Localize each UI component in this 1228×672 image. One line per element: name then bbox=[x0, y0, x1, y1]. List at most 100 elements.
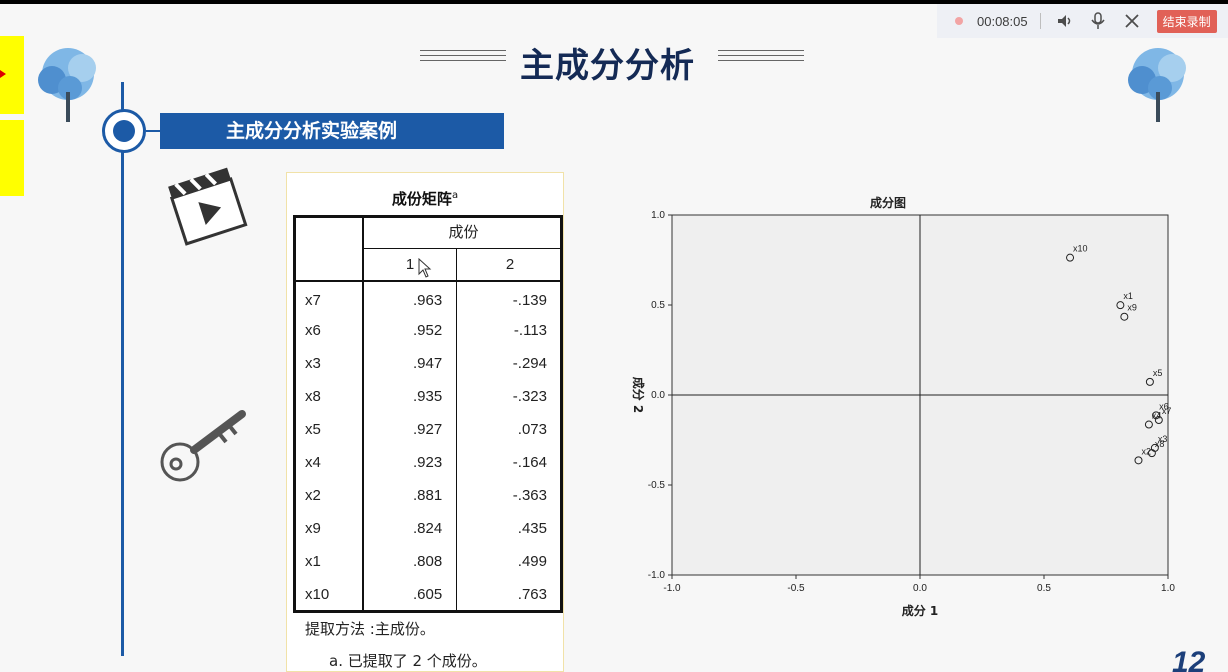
recording-toolbar: 00:08:05 结束录制 bbox=[937, 4, 1228, 38]
slide: 主成分分析 主成分分析实验案例 成份矩阵a 成份 bbox=[0, 4, 1228, 672]
row-label: x10 bbox=[293, 578, 364, 611]
loading-c2: .073 bbox=[517, 421, 547, 438]
y-tick-label: 0.5 bbox=[651, 300, 665, 311]
row-label: x5 bbox=[293, 413, 364, 446]
row-label: x6 bbox=[293, 314, 364, 347]
table-row: x4.923 -.164 bbox=[293, 446, 563, 479]
table-row: x6.952 -.113 bbox=[293, 314, 563, 347]
y-tick-label: -0.5 bbox=[648, 480, 666, 491]
point-label: x5 bbox=[1153, 368, 1163, 378]
recording-indicator-icon bbox=[955, 17, 963, 25]
data-point bbox=[1147, 449, 1156, 458]
point-label: x6 bbox=[1159, 401, 1169, 411]
table-row: x8.935 -.323 bbox=[293, 380, 563, 413]
recording-timer: 00:08:05 bbox=[977, 13, 1028, 29]
y-tick-label: -1.0 bbox=[648, 570, 666, 581]
table-row: x9.824 .435 bbox=[293, 512, 563, 545]
loading-c1: .947 bbox=[363, 347, 458, 380]
x-tick-label: -1.0 bbox=[663, 583, 681, 594]
component-matrix-table: 成份 1 2 x7.963 -.139 x6.952 -.113 x3.947 -.294… bbox=[293, 215, 563, 611]
loading-c1: .808 bbox=[363, 545, 458, 578]
point-label: x7 bbox=[1162, 406, 1172, 416]
data-point bbox=[1120, 312, 1129, 321]
data-point bbox=[1152, 411, 1161, 420]
loading-c1: .963 bbox=[363, 281, 458, 314]
slide-title: 主成分分析 bbox=[520, 46, 695, 86]
loading-c1: .927 bbox=[363, 413, 458, 446]
data-point bbox=[1134, 456, 1143, 465]
loading-c2: .435 bbox=[517, 520, 547, 537]
footnote-method: 提取方法 :主成份。 bbox=[305, 620, 435, 638]
loading-c2: .499 bbox=[517, 553, 547, 570]
timeline-node-dot bbox=[113, 120, 135, 142]
point-label: x3 bbox=[1158, 434, 1168, 444]
data-point bbox=[1145, 377, 1154, 386]
loading-c1: .881 bbox=[363, 479, 458, 512]
loading-c2: -.164 bbox=[512, 454, 547, 471]
data-point bbox=[1154, 416, 1163, 425]
loading-c2: -.363 bbox=[512, 487, 547, 504]
loading-c2: -.294 bbox=[512, 355, 547, 372]
x-axis-label: 成分 1 bbox=[902, 603, 939, 618]
loading-c1: .605 bbox=[363, 578, 458, 611]
point-label: x10 bbox=[1073, 244, 1088, 254]
loading-c2: -.113 bbox=[513, 322, 547, 339]
title-decoration-left bbox=[420, 50, 506, 64]
y-tick-label: 1.0 bbox=[651, 210, 665, 221]
data-point bbox=[1116, 301, 1125, 310]
table-row: x10.605 .763 bbox=[293, 578, 563, 611]
footnote-components: a. 已提取了 2 个成份。 bbox=[329, 652, 487, 670]
close-icon[interactable] bbox=[1121, 10, 1143, 32]
table-row: x1.808 .499 bbox=[293, 545, 563, 578]
loading-c1: .935 bbox=[363, 380, 458, 413]
data-point bbox=[1144, 420, 1153, 429]
timeline-connector bbox=[146, 130, 166, 132]
toolbar-divider bbox=[1039, 13, 1041, 29]
section-banner: 主成分分析实验案例 bbox=[160, 113, 504, 149]
loading-c1: .952 bbox=[363, 314, 458, 347]
data-point bbox=[1066, 253, 1075, 262]
page-number: 12 bbox=[1172, 646, 1206, 672]
speaker-icon[interactable] bbox=[1053, 10, 1075, 32]
point-label: x1 bbox=[1123, 291, 1133, 301]
red-arrow-icon bbox=[0, 70, 6, 78]
x-tick-label: 0.5 bbox=[1037, 583, 1051, 594]
table-row: x2.881 -.363 bbox=[293, 479, 563, 512]
point-label: x2 bbox=[1141, 446, 1151, 456]
row-label: x3 bbox=[293, 347, 364, 380]
x-tick-label: -0.5 bbox=[787, 583, 805, 594]
microphone-icon[interactable] bbox=[1087, 10, 1109, 32]
point-label: x9 bbox=[1127, 303, 1137, 313]
loading-c2: -.139 bbox=[512, 291, 547, 309]
table-row: x7.963 -.139 bbox=[293, 281, 563, 314]
loading-c1: .824 bbox=[363, 512, 458, 545]
tree-right-icon bbox=[1128, 48, 1186, 122]
point-label: x4 bbox=[1152, 411, 1162, 421]
row-label: x9 bbox=[293, 512, 364, 545]
matrix-col-header-1: 1 bbox=[363, 248, 458, 282]
row-label: x1 bbox=[293, 545, 364, 578]
x-tick-label: 1.0 bbox=[1161, 583, 1175, 594]
clapperboard-icon bbox=[168, 167, 248, 246]
component-plot: -1.0 -0.5 0.0 0.5 1.0 1.0 0.5 0.0 -0.5 -1.0 成分 1 成分… bbox=[631, 210, 1175, 618]
stop-recording-button[interactable]: 结束录制 bbox=[1156, 9, 1217, 33]
table-row: x3.947 -.294 bbox=[293, 347, 563, 380]
mouse-cursor-icon bbox=[418, 258, 432, 278]
matrix-title: 成份矩阵a bbox=[391, 190, 459, 208]
matrix-group-header: 成份 bbox=[363, 215, 563, 249]
row-label: x2 bbox=[293, 479, 364, 512]
y-tick-label: 0.0 bbox=[651, 390, 665, 401]
point-label: x8 bbox=[1155, 439, 1165, 449]
timeline-line bbox=[121, 82, 124, 656]
loading-c1: .923 bbox=[363, 446, 458, 479]
loading-c2: .763 bbox=[517, 586, 547, 603]
yellow-marker-bottom bbox=[0, 120, 24, 196]
y-axis-label: 成分 2 bbox=[631, 377, 646, 414]
component-matrix-panel: 成份矩阵a 成份 1 2 x7.963 -.139 x6.952 -.113 x3.94… bbox=[286, 172, 564, 672]
x-tick-label: 0.0 bbox=[913, 583, 927, 594]
table-row: x5.927 .073 bbox=[293, 413, 563, 446]
row-label: x8 bbox=[293, 380, 364, 413]
matrix-col-header-2: 2 bbox=[456, 248, 563, 282]
title-decoration-right bbox=[718, 50, 804, 64]
loading-c2: -.323 bbox=[512, 388, 547, 405]
